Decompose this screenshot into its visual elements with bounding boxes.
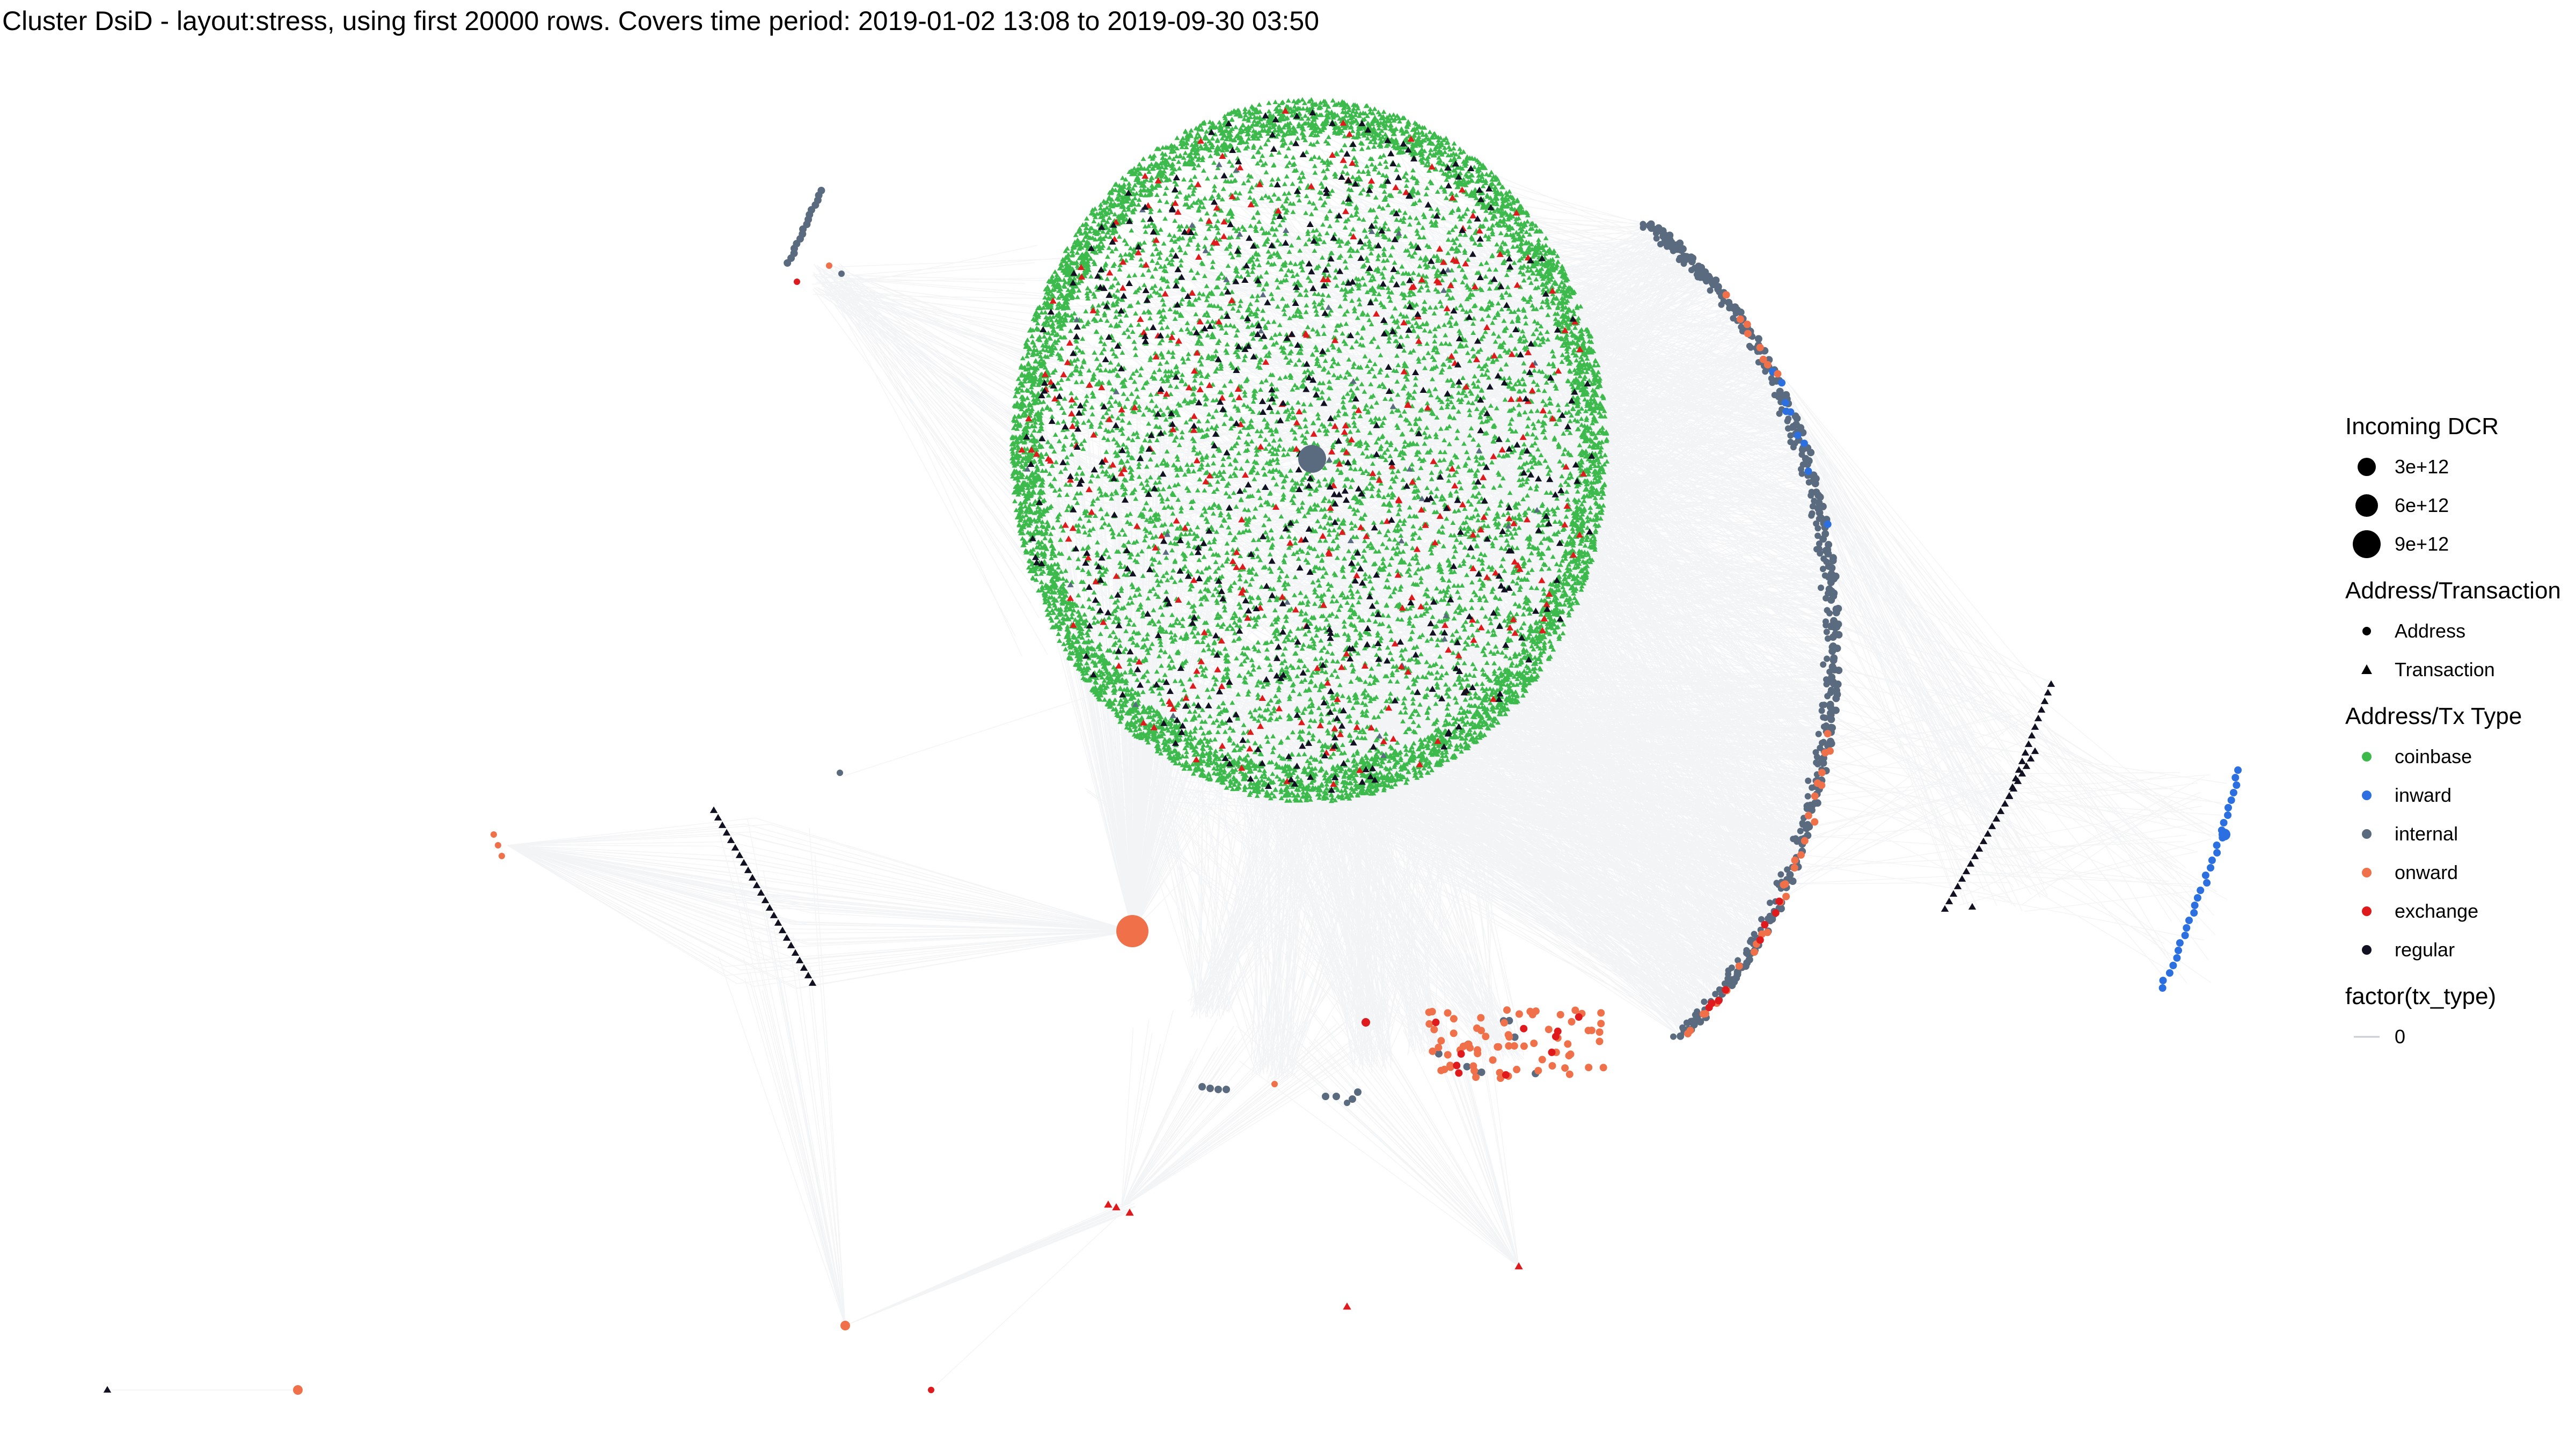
legend-type-item: internal — [2345, 815, 2576, 853]
legend-size-title: Incoming DCR — [2345, 413, 2499, 440]
legend-edge-item-key — [2345, 1018, 2388, 1056]
legend-type-item: regular — [2345, 931, 2576, 969]
legend-type-item: onward — [2345, 853, 2576, 892]
legend-type-item: inward — [2345, 776, 2576, 815]
legend-type-item-label: internal — [2395, 823, 2458, 845]
legend-type-item-label: exchange — [2395, 900, 2479, 922]
legend: Incoming DCR 3e+12 6e+12 9e+12 Address/Tra… — [2345, 413, 2576, 1056]
legend-type-item-key — [2345, 737, 2388, 776]
hub-onward-node — [1116, 915, 1148, 947]
legend-size-item-label: 6e+12 — [2395, 494, 2449, 516]
legend-size-items: 3e+12 6e+12 9e+12 — [2345, 448, 2576, 564]
legend-size-item-key — [2345, 486, 2388, 525]
legend-type-title: Address/Tx Type — [2345, 703, 2522, 729]
legend-type-item-key — [2345, 815, 2388, 853]
legend-shape-item: Address — [2345, 612, 2576, 650]
legend-type-item-label: inward — [2395, 784, 2452, 806]
legend-size-item-label: 3e+12 — [2395, 456, 2449, 478]
legend-shape-item-key — [2345, 612, 2388, 650]
hub-internal-node — [1298, 445, 1326, 473]
legend-shape-items: Address Transaction — [2345, 612, 2576, 689]
legend-type-item-key — [2345, 892, 2388, 931]
legend-edge-items: 0 — [2345, 1018, 2576, 1056]
legend-type-item: exchange — [2345, 892, 2576, 931]
coinbase-transaction-nodes — [1009, 97, 1610, 803]
legend-size-item: 3e+12 — [2345, 448, 2576, 486]
legend-size-item-label: 9e+12 — [2395, 533, 2449, 555]
legend-type-item: coinbase — [2345, 737, 2576, 776]
legend-shape-item: Transaction — [2345, 650, 2576, 689]
legend-shape-item-key — [2345, 650, 2388, 689]
legend-type-item-label: onward — [2395, 861, 2458, 883]
legend-size-item-key — [2345, 525, 2388, 564]
legend-size-item-key — [2345, 448, 2388, 486]
legend-type-item-label: coinbase — [2395, 745, 2472, 767]
legend-type-item-key — [2345, 853, 2388, 892]
legend-edge-item: 0 — [2345, 1018, 2576, 1056]
inward-address-nodes — [1769, 368, 2242, 992]
node-layer — [103, 97, 2242, 1395]
plot-title: Cluster DsiD - layout:stress, using firs… — [2, 6, 1320, 36]
legend-size-item: 6e+12 — [2345, 486, 2576, 525]
legend-type-items: coinbase inward internal onward exchange regu… — [2345, 737, 2576, 969]
legend-type-item-key — [2345, 931, 2388, 969]
legend-type-item-label: regular — [2395, 939, 2455, 961]
legend-type-item-key — [2345, 776, 2388, 815]
legend-edge-title: factor(tx_type) — [2345, 983, 2497, 1009]
legend-shape-item-label: Transaction — [2395, 658, 2495, 680]
legend-size-item: 9e+12 — [2345, 525, 2576, 564]
legend-shape-title: Address/Transaction — [2345, 577, 2561, 604]
legend-shape-item-label: Address — [2395, 620, 2466, 642]
legend-edge-item-label: 0 — [2395, 1026, 2406, 1048]
